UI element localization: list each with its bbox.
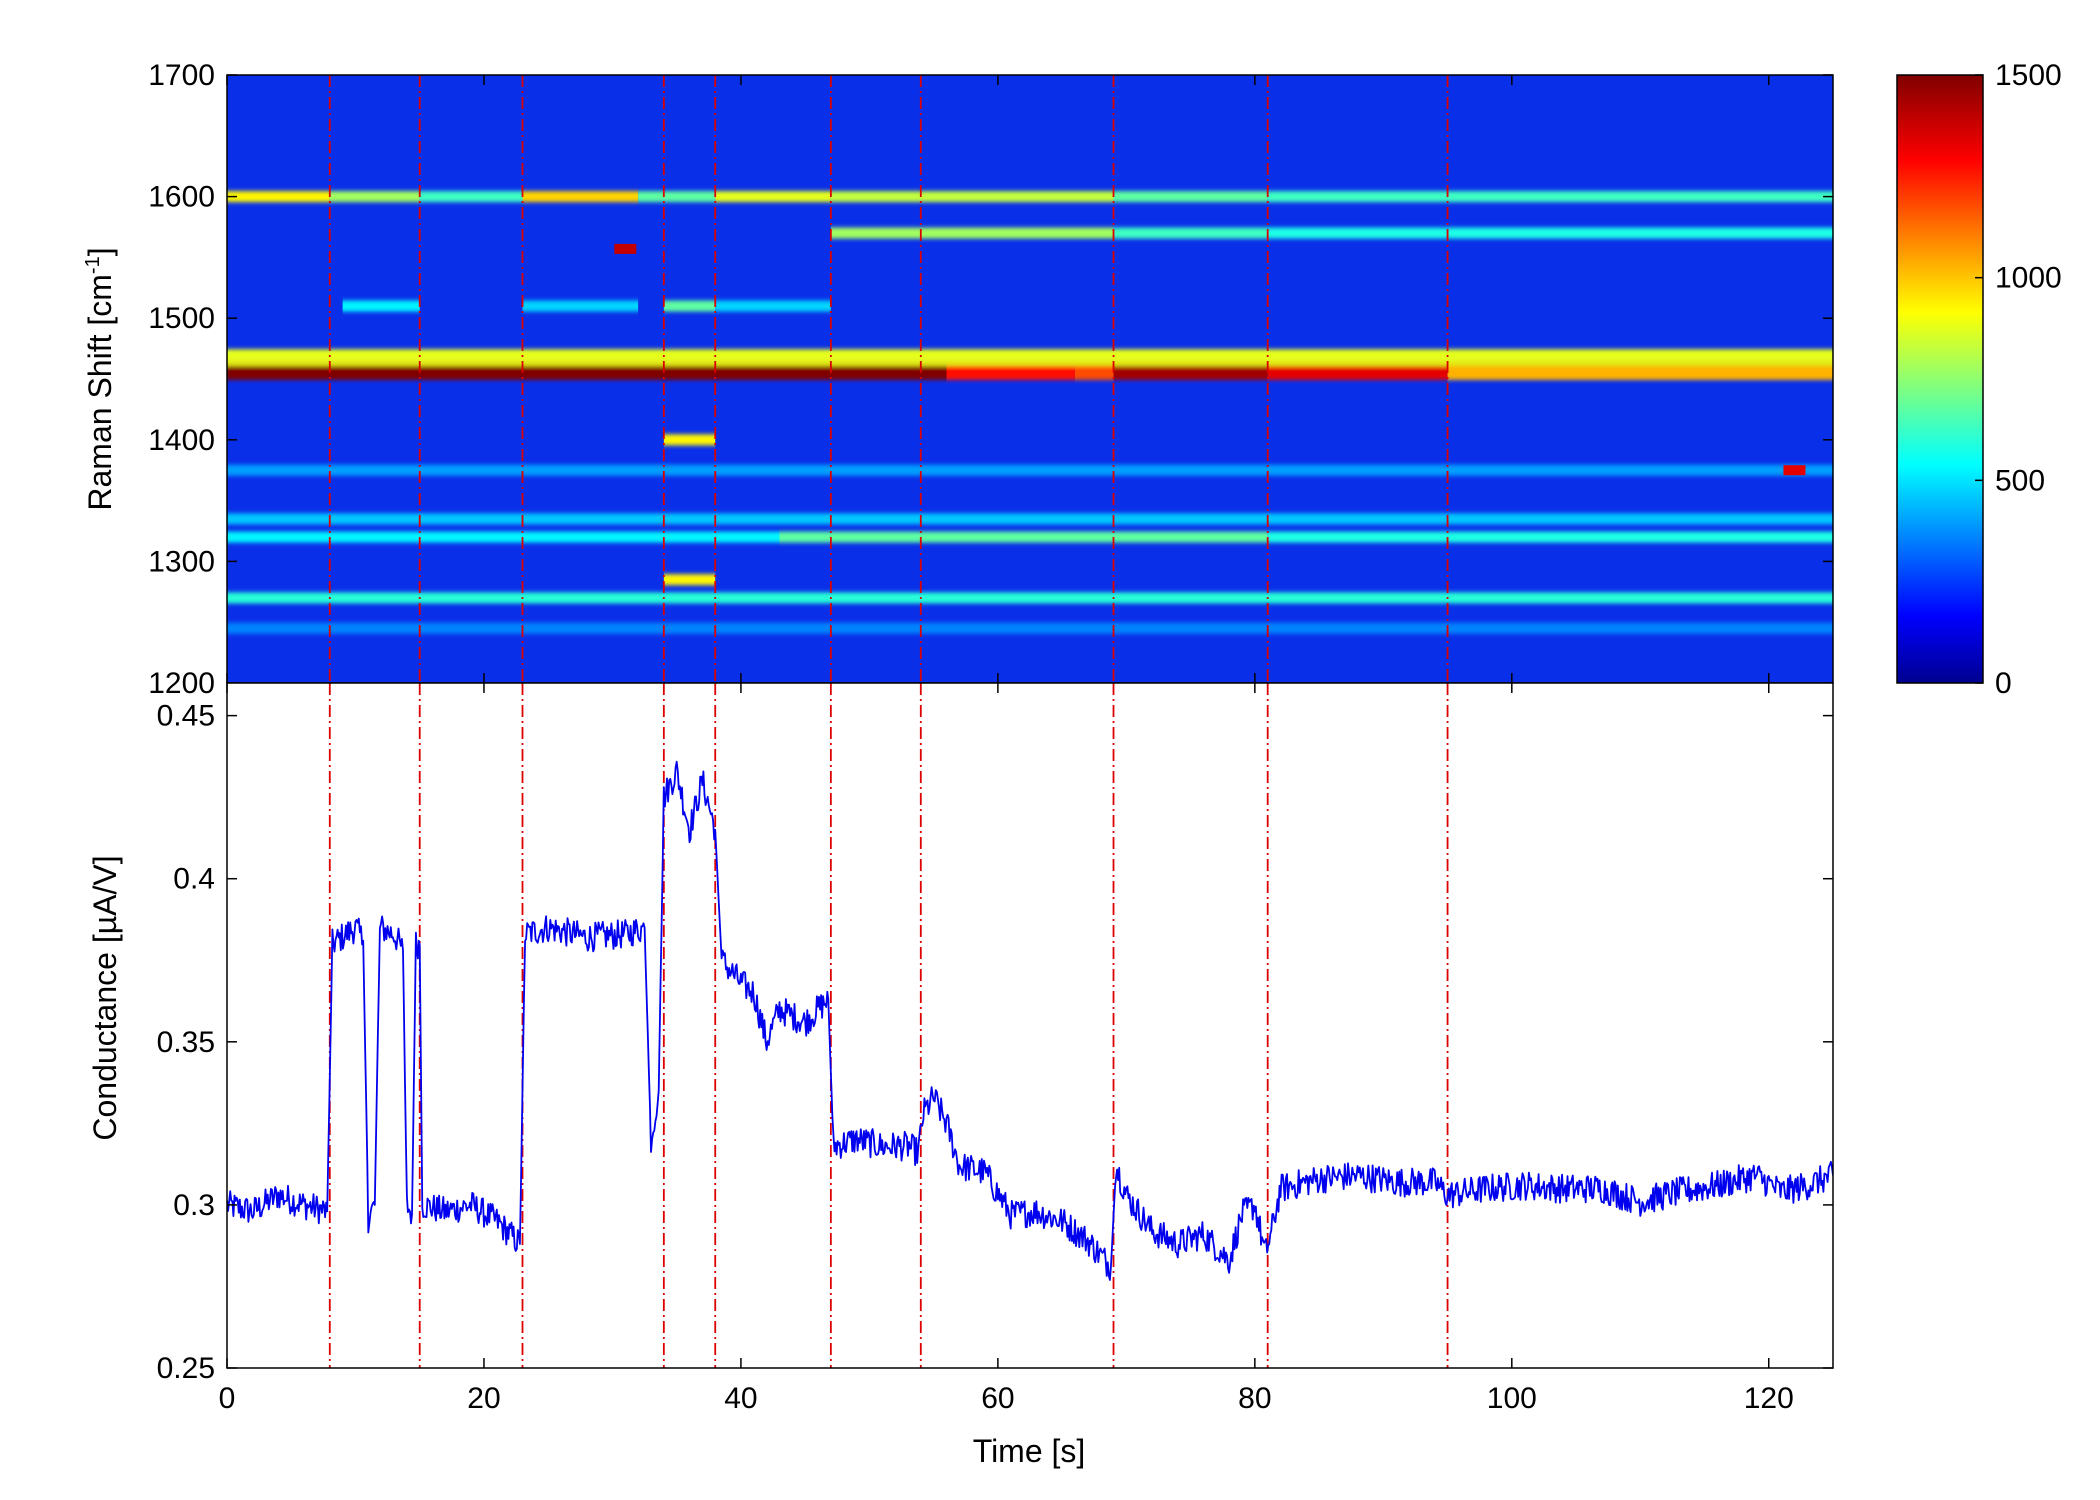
conductance-x-tick-label-4: 80 [1238,1382,1271,1415]
spectrum-band-1270-seg-0 [227,592,1833,604]
colorbar-tick-label-3: 1500 [1995,59,2062,92]
spectrogram-y-ticks: 1200 1300 1400 1500 1600 1700 [148,59,1833,700]
spectrum-band-1455-halo [227,358,1833,366]
x-axis-label: Time [s] [973,1433,1086,1469]
spectrum-band-1320-seg-1 [779,531,831,543]
spectrum-band-1600-seg-8 [1267,191,1448,203]
spectrum-band-1510-seg-3 [715,300,831,312]
spectrum-band-1470-seg-0 [227,349,1833,361]
spectrum-band-1320-seg-2 [830,531,1114,543]
conductance-y-tick-label-1: 0.3 [173,1189,215,1222]
spectrogram-y-label-superscript: -1 [82,256,104,274]
spectrum-band-1600-seg-0 [227,191,330,203]
conductance-x-tick-label-1: 20 [467,1382,500,1415]
spectrum-band-1510-seg-0 [342,300,420,312]
spectrum-band-1570-seg-3 [1447,227,1833,239]
spectrum-band-1335-seg-0 [227,513,1833,525]
conductance-x-tick-label-3: 60 [981,1382,1014,1415]
conductance-y-tick-label-0: 0.25 [157,1352,215,1385]
spectrum-band-1600-seg-2 [419,191,523,203]
spectrum-band-1245-seg-0 [227,622,1833,634]
conductance-y-tick-label-2: 0.35 [157,1026,215,1059]
spectrogram-x-ticks [226,75,1770,683]
spectrum-band-1510-seg-1 [522,300,639,312]
spectrogram-y-tick-label-0: 1200 [148,667,215,700]
spectrum-band-1455-seg-0 [227,365,947,380]
spectrum-band-1400-seg-0 [663,434,716,446]
colorbar-tick-label-2: 1000 [1995,262,2062,295]
spectrogram-y-tick-label-2: 1400 [148,424,215,457]
spectrogram-y-tick-label-4: 1600 [148,181,215,214]
spectrum-band-1455-seg-1 [946,365,1075,380]
spectrum-band-1600-seg-3 [522,191,639,203]
conductance-y-ticks: 0.25 0.3 0.35 0.4 0.45 [157,700,1833,1385]
colorbar-tick-label-0: 0 [1995,667,2012,700]
colorbar-gradient [1896,74,1984,684]
spectrum-spot-0 [614,243,637,254]
spectrogram-y-tick-label-3: 1500 [148,302,215,335]
spectrogram-spots [614,243,1806,476]
conductance-x-ticks: 0 20 40 60 80 100 120 [219,683,1794,1415]
spectrum-band-1570-seg-0 [830,227,1114,239]
conductance-frame [226,682,1834,1369]
colorbar-ticks: 0 500 1000 1500 [1975,59,2062,700]
spectrum-band-1570-seg-2 [1267,227,1448,239]
spectrum-band-1320-seg-3 [1113,531,1268,543]
spectrum-spot-1 [1783,465,1806,476]
conductance-x-tick-label-6: 120 [1744,1382,1794,1415]
spectrogram-y-label-close: ] [82,247,118,256]
spectrum-band-1600-seg-1 [329,191,420,203]
spectrum-band-1320-seg-0 [227,531,831,543]
spectrum-band-1375-seg-0 [227,464,1833,476]
spectrum-band-1600-seg-7 [1113,191,1268,203]
spectrum-band-1455-seg-4 [1267,365,1448,380]
spectrum-band-1320-seg-4 [1267,531,1833,543]
colorbar: 0 500 1000 1500 [1896,59,2062,700]
spectrum-band-1600-seg-5 [715,191,831,203]
spectrum-band-1455-seg-3 [1113,365,1268,380]
spectrum-band-1600-seg-4 [638,191,716,203]
spectrogram-bands [227,191,1833,634]
spectrogram-y-label-text: Raman Shift [cm [82,274,118,511]
spectrogram-event-lines [328,75,1449,683]
spectrum-band-1600-seg-6 [830,191,1114,203]
spectrum-band-1455-seg-5 [1447,365,1833,380]
conductance-trace-0 [227,760,1833,1281]
conductance-y-tick-label-3: 0.4 [173,863,215,896]
conductance-background [227,683,1833,1368]
conductance-y-tick-label-4: 0.45 [157,700,215,733]
spectrum-band-1600-seg-9 [1447,191,1833,203]
conductance-x-tick-label-0: 0 [219,1382,236,1415]
conductance-series [227,760,1833,1281]
conductance-y-axis-label: Conductance [µA/V] [87,855,123,1140]
spectrum-band-1285-seg-0 [663,574,716,586]
colorbar-tick-label-1: 500 [1995,464,2045,497]
spectrogram-y-axis-label: Raman Shift [cm-1] [82,247,118,510]
spectrum-band-1570-seg-1 [1113,227,1268,239]
conductance-x-tick-label-2: 40 [724,1382,757,1415]
spectrogram-y-tick-label-1: 1300 [148,545,215,578]
spectrum-band-1510-seg-2 [663,300,716,312]
spectrogram-y-tick-label-5: 1700 [148,59,215,92]
spectrum-band-1455-seg-2 [1074,365,1114,380]
conductance-panel: 0.25 0.3 0.35 0.4 0.45 0 20 40 60 80 100 120 Condu… [87,682,1834,1469]
conductance-x-tick-label-5: 100 [1487,1382,1537,1415]
spectrogram-panel: 1200 1300 1400 1500 1600 1700 Raman Shift [cm… [82,59,1834,700]
